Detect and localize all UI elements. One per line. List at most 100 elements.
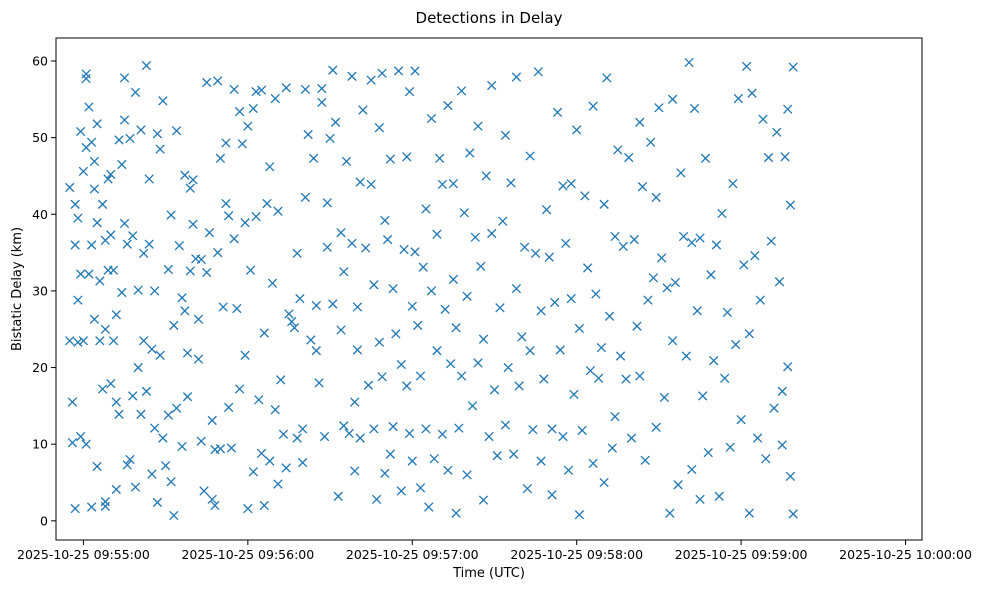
data-point	[128, 231, 138, 241]
data-point	[761, 454, 771, 464]
data-point	[519, 242, 530, 252]
data-point	[410, 66, 420, 76]
data-point	[566, 293, 576, 304]
data-point	[226, 443, 237, 453]
data-point	[514, 381, 524, 391]
data-point	[232, 303, 242, 314]
data-point	[755, 295, 765, 305]
data-point	[547, 424, 557, 434]
data-point	[369, 424, 379, 434]
data-point	[426, 286, 437, 296]
data-point	[451, 323, 461, 333]
data-point	[270, 405, 280, 415]
x-tick-label: 2025-10-25 09:59:00	[675, 547, 808, 562]
data-point	[635, 117, 645, 127]
data-point	[670, 277, 681, 288]
data-point	[780, 152, 790, 162]
data-point	[785, 200, 796, 210]
data-point	[73, 213, 83, 223]
data-point	[333, 491, 343, 501]
data-point	[147, 469, 157, 479]
data-point	[317, 97, 327, 108]
data-point	[213, 247, 223, 258]
data-point	[369, 280, 379, 290]
data-point	[566, 178, 576, 189]
data-point	[509, 449, 519, 459]
data-point	[733, 93, 744, 104]
data-point	[692, 306, 702, 316]
data-point	[656, 253, 667, 263]
data-point	[361, 243, 371, 253]
data-point	[350, 466, 360, 476]
x-tick-label: 2025-10-25 09:55:00	[17, 547, 150, 562]
data-point	[336, 325, 346, 335]
data-point	[388, 421, 398, 432]
data-point	[204, 228, 215, 238]
data-point	[374, 337, 385, 347]
data-point	[695, 494, 705, 505]
data-point	[388, 283, 398, 294]
data-point	[588, 101, 598, 111]
data-point	[319, 431, 330, 442]
data-point	[676, 168, 686, 178]
data-point	[687, 464, 697, 475]
data-point	[456, 371, 467, 381]
data-point	[276, 375, 286, 385]
data-point	[637, 182, 648, 192]
data-point	[166, 477, 176, 487]
data-point	[202, 267, 212, 278]
data-point	[752, 433, 763, 443]
x-tick-label: 2025-10-25 09:58:00	[510, 547, 643, 562]
data-point	[328, 65, 338, 75]
data-point	[476, 261, 486, 272]
data-point	[582, 263, 593, 273]
data-point	[308, 153, 319, 163]
data-point	[536, 456, 546, 466]
data-point	[629, 234, 639, 245]
data-point	[70, 503, 80, 514]
data-point	[684, 57, 694, 68]
data-point	[544, 252, 554, 262]
data-point	[777, 440, 787, 450]
data-point	[758, 114, 768, 124]
data-point	[435, 153, 445, 163]
data-point	[651, 192, 661, 203]
data-point	[484, 431, 494, 442]
data-point	[467, 401, 478, 411]
data-point	[487, 80, 497, 91]
data-point	[377, 68, 387, 78]
data-point	[215, 444, 226, 454]
data-point	[358, 105, 368, 115]
data-point	[478, 334, 489, 344]
data-point	[89, 314, 100, 324]
data-point	[577, 425, 587, 436]
data-point	[322, 198, 332, 208]
data-point	[265, 456, 275, 466]
data-point	[180, 306, 190, 316]
data-point	[185, 183, 195, 193]
data-point	[785, 471, 796, 482]
data-point	[339, 267, 349, 277]
data-point	[714, 491, 724, 501]
data-point	[602, 73, 612, 83]
data-point	[783, 104, 793, 114]
data-point	[95, 336, 105, 346]
data-point	[100, 497, 110, 507]
data-point	[243, 121, 253, 131]
data-point	[177, 441, 187, 452]
data-point	[259, 328, 269, 338]
data-point	[517, 332, 527, 342]
data-point	[407, 456, 417, 466]
data-point	[328, 299, 338, 309]
data-point	[67, 397, 78, 407]
data-point	[413, 320, 423, 331]
data-point	[350, 397, 360, 407]
data-point	[267, 278, 278, 288]
data-point	[593, 373, 604, 383]
data-point	[487, 228, 497, 239]
data-point	[149, 423, 160, 433]
data-point	[492, 451, 502, 461]
data-point	[347, 238, 357, 249]
data-point	[97, 384, 108, 394]
data-point	[106, 378, 116, 389]
